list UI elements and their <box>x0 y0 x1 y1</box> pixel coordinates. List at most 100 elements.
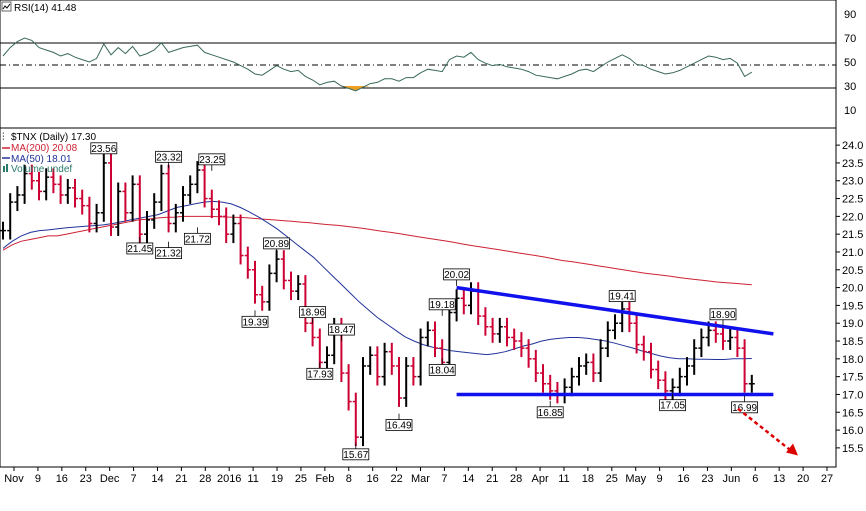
price-bar <box>612 314 618 340</box>
x-tick-label: 16 <box>677 473 689 485</box>
price-bar <box>7 193 14 240</box>
svg-text:17.93: 17.93 <box>307 369 332 380</box>
price-callout: 19.41 <box>608 290 636 308</box>
price-bar <box>432 321 438 358</box>
x-tick-label: Nov <box>4 473 24 485</box>
svg-text:17.05: 17.05 <box>660 401 685 412</box>
price-bar <box>201 161 208 208</box>
price-bar <box>424 321 431 347</box>
price-bar <box>288 271 294 301</box>
svg-text:18.90: 18.90 <box>710 310 735 321</box>
price-tick-label: 20.5 <box>842 265 863 277</box>
price-bar <box>720 324 726 350</box>
svg-text:23.25: 23.25 <box>199 155 224 166</box>
price-bar <box>244 246 251 279</box>
svg-text:18.04: 18.04 <box>430 365 455 376</box>
price-bar <box>741 339 748 393</box>
rsi-tick-label: 10 <box>844 105 856 117</box>
rsi-oversold-segment <box>348 86 356 91</box>
x-tick-label: 11 <box>247 473 258 485</box>
x-tick-label: 6 <box>752 473 758 485</box>
price-tick-label: 15.5 <box>842 443 863 455</box>
price-tick-label: 21.5 <box>842 229 863 241</box>
price-tick-label: 24.0 <box>842 140 863 152</box>
price-bar <box>86 196 93 233</box>
x-tick-label: 11 <box>558 473 569 485</box>
x-axis: Nov 9 16 23 Dec 7 14 21 28 2016 11 19 25 Feb 8 16 22 Mar 7… <box>0 466 836 485</box>
price-tick-label: 18.0 <box>842 354 863 366</box>
rsi-icon <box>1 1 12 12</box>
price-bar <box>302 275 309 333</box>
price-bar <box>626 300 633 333</box>
ma50-line <box>2 200 752 360</box>
svg-text:21.32: 21.32 <box>156 249 181 260</box>
legend-volume-swatch-2 <box>6 164 8 172</box>
price-bar <box>280 250 287 290</box>
price-bar <box>727 328 734 350</box>
price-bar <box>216 200 222 226</box>
price-bar <box>460 289 467 315</box>
price-bar <box>525 339 532 368</box>
price-bar <box>144 211 150 244</box>
price-bar <box>266 264 273 311</box>
x-tick-label: Jun <box>722 473 740 485</box>
rsi-line <box>2 37 753 92</box>
rsi-tick-label: 90 <box>844 9 856 21</box>
price-bar <box>604 321 611 358</box>
price-bar <box>57 175 64 204</box>
price-tick-label: 17.5 <box>842 372 863 384</box>
price-bar <box>295 275 302 301</box>
x-tick-label: 25 <box>606 473 618 485</box>
price-callout: 18.47 <box>327 323 355 342</box>
price-bar <box>568 367 575 397</box>
price-bar <box>165 164 172 233</box>
price-callout: 21.32 <box>155 241 183 260</box>
price-bar <box>684 357 690 386</box>
x-tick-label: 2016 <box>217 473 241 485</box>
svg-text:15.67: 15.67 <box>343 450 368 461</box>
price-panel: 24.0 23.5 23.0 22.5 22.0 21.5 21.0 20.5 20.0 19.5… <box>0 127 863 468</box>
price-callout: 20.89 <box>263 237 291 255</box>
x-tick-label: 21 <box>175 473 187 485</box>
price-bar <box>352 392 359 447</box>
price-bar <box>482 307 489 336</box>
x-tick-label: 27 <box>821 473 833 485</box>
price-bar <box>403 357 410 407</box>
price-bar <box>360 357 366 447</box>
rsi-panel-frame <box>0 0 837 129</box>
price-bar <box>50 168 57 194</box>
price-callout: 19.18 <box>428 298 456 316</box>
legend-icon-bars: ⫶ <box>2 132 5 143</box>
price-bar <box>108 154 114 236</box>
price-bar <box>72 178 78 208</box>
price-bar <box>223 207 230 244</box>
price-bar <box>230 214 237 244</box>
svg-text:21.45: 21.45 <box>127 244 152 255</box>
price-bar <box>79 189 86 215</box>
price-tick-label: 23.0 <box>842 176 863 188</box>
price-panel-frame <box>0 127 837 468</box>
price-bar <box>93 203 100 233</box>
price-bar <box>21 164 28 204</box>
price-bar <box>410 357 417 386</box>
price-bar <box>28 164 35 190</box>
price-bar <box>504 317 510 347</box>
price-callout: 21.72 <box>183 227 211 245</box>
x-tick-label: May <box>625 473 646 485</box>
x-tick-label: Apr <box>531 473 548 485</box>
price-bar <box>151 193 158 229</box>
trendlines <box>456 285 774 397</box>
svg-text:23.56: 23.56 <box>91 144 116 155</box>
legend-volume-swatch <box>3 166 5 172</box>
price-tick-label: 22.5 <box>842 194 863 206</box>
price-callout: 23.56 <box>90 142 118 160</box>
svg-text:19.18: 19.18 <box>430 300 455 311</box>
price-bar <box>590 353 597 382</box>
price-bar <box>640 335 647 361</box>
price-bar <box>252 260 258 304</box>
price-bar <box>115 182 122 236</box>
svg-text:19.41: 19.41 <box>610 292 635 303</box>
price-axis: 24.0 23.5 23.0 22.5 22.0 21.5 21.0 20.5 20.0 19.5… <box>836 140 863 455</box>
price-bar <box>237 214 244 265</box>
